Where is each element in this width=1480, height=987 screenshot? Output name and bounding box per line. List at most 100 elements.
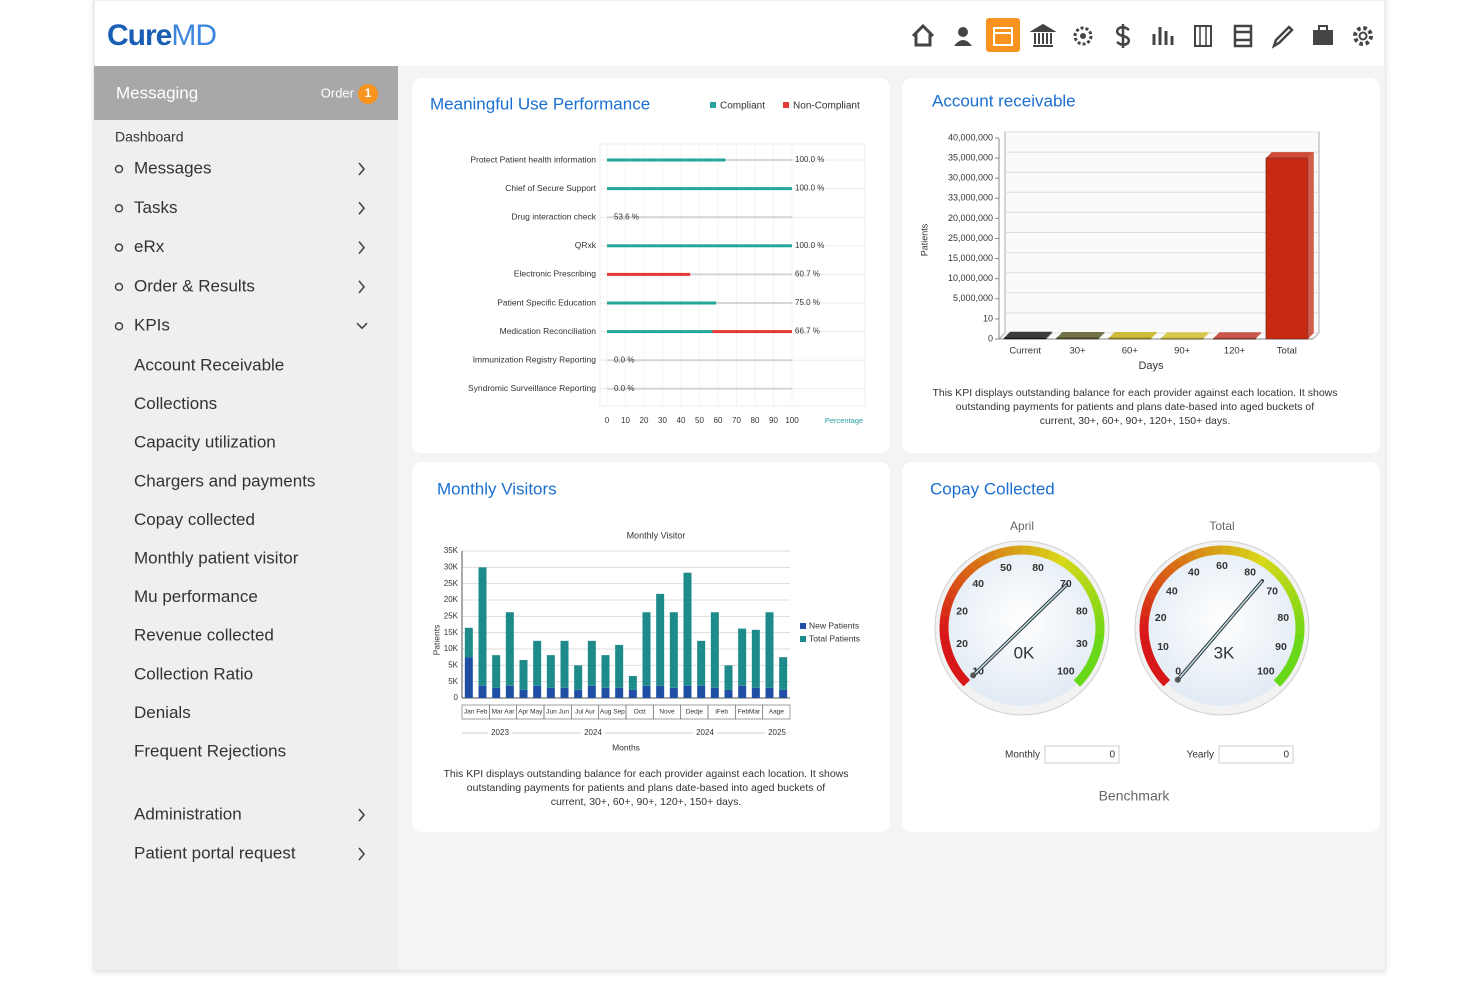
toolbar-icon[interactable] [1233,24,1253,48]
y-tick-label: 20K [444,595,459,604]
menu-item[interactable]: KPIs [134,316,170,335]
gauge-band [1140,605,1152,617]
category-label: Drug interaction check [511,211,596,221]
gauge-tick-label: 100 [1257,666,1275,678]
category-box [762,704,791,720]
active-tab[interactable] [986,18,1020,52]
description: outstanding payments for patients and pl… [956,401,1314,413]
submenu-item[interactable]: Chargers and payments [134,471,315,490]
gauge-band [1086,587,1099,601]
submenu-item[interactable]: Monthly patient visitor [134,548,299,567]
bar [669,612,678,688]
menu-item[interactable]: Messages [134,158,211,177]
toolbar-icon[interactable] [911,23,935,47]
field-value: 0 [1109,750,1115,761]
card [412,78,890,453]
bar [505,685,514,698]
bar-top [1213,332,1262,339]
y-tick-label: 10K [444,644,459,653]
menu-item[interactable]: Patient portal request [134,843,296,862]
bar [519,660,528,690]
toolbar-icon[interactable] [1115,24,1131,48]
gauge-tick-label: 20 [956,638,968,650]
gauge-band [1288,650,1301,663]
x-tick-label: Jun Jun [546,709,569,716]
gauge-band [1193,547,1206,560]
field-input[interactable] [1218,745,1294,764]
bar [607,301,717,305]
bar [607,187,792,191]
icon-shape [993,27,1013,46]
legend-swatch [710,102,716,108]
toolbar-icon[interactable] [1029,23,1057,47]
toolbar-icon[interactable] [993,27,1013,46]
menu-item[interactable]: Administration [134,804,242,823]
section-title[interactable]: Messaging [116,83,198,102]
legend-swatch [783,102,790,108]
submenu-item[interactable]: Account Receivable [134,355,284,374]
chevron [358,241,366,255]
gauge-tick-label: 10 [1157,641,1169,653]
gauge-band [940,605,952,617]
gauge-band [1140,641,1153,654]
gauge-band [976,554,990,567]
toolbar-icon[interactable] [1073,26,1093,46]
toolbar-icon[interactable] [954,27,972,46]
y-tick-label: 40,000,000 [948,132,993,142]
y-tick-label: 30K [444,562,459,571]
field-input[interactable] [1044,745,1120,764]
bar [615,644,624,688]
submenu-item[interactable]: Collection Ratio [134,664,253,683]
toolbar-icon[interactable] [1353,26,1373,46]
gauge-band [1230,546,1242,557]
logo[interactable]: CureMD [107,19,217,52]
year-label: 2023 [491,728,509,737]
bar [724,665,733,690]
card-title: Monthly Visitors [437,479,557,498]
order-count: 1 [365,86,372,100]
legend-label: Non-Compliant [793,101,860,112]
gauge-band [1145,587,1159,600]
submenu-item[interactable]: Denials [134,703,191,722]
gauge-band [1075,571,1090,586]
submenu-item[interactable]: Capacity utilization [134,433,276,452]
submenu-item[interactable]: Frequent Rejections [134,741,286,760]
menu-item[interactable]: Order & Results [134,276,255,295]
toolbar-icon[interactable] [1271,25,1294,49]
icon-shape [1271,25,1294,49]
order-badge[interactable] [358,84,378,104]
sidebar [94,66,398,970]
gauge-band [961,564,975,579]
order-label[interactable]: Order [321,85,355,100]
gauge-band [1079,666,1093,680]
submenu-item[interactable]: Revenue collected [134,626,274,645]
x-tick-label: Nove [659,709,675,716]
bar [505,612,514,686]
bar [607,272,691,276]
toolbar-icon[interactable] [1152,27,1174,45]
bar [464,657,473,698]
gauge-tick-label: 80 [1076,606,1088,618]
gauge-band [1269,565,1283,579]
menu-item[interactable]: eRx [134,237,165,256]
submenu-item[interactable]: Collections [134,394,217,413]
gauge-band [1289,596,1302,609]
gauge-band [1247,550,1260,563]
footer-label: Benchmark [1099,788,1171,804]
gauge-band [1094,615,1105,626]
toolbar-icon[interactable] [1194,25,1212,47]
gauge-band [1069,565,1083,579]
submenu-item[interactable]: Mu performance [134,587,258,606]
description: current, 30+, 60+, 90+, 120+, 150+ days. [551,796,742,808]
gauge-band [1021,545,1033,556]
gauge-tick-label: 40 [1188,567,1200,579]
toolbar-icon[interactable] [1313,25,1333,45]
bar [492,655,501,688]
y-tick-label: 33,000,000 [948,193,993,203]
card-title: Meaningful Use Performance [430,94,650,113]
bar [765,612,774,688]
menu-item[interactable]: Tasks [134,198,177,217]
gauge-band [1093,633,1105,645]
submenu-item[interactable]: Copay collected [134,510,255,529]
legend-label: Total Patients [809,633,860,643]
